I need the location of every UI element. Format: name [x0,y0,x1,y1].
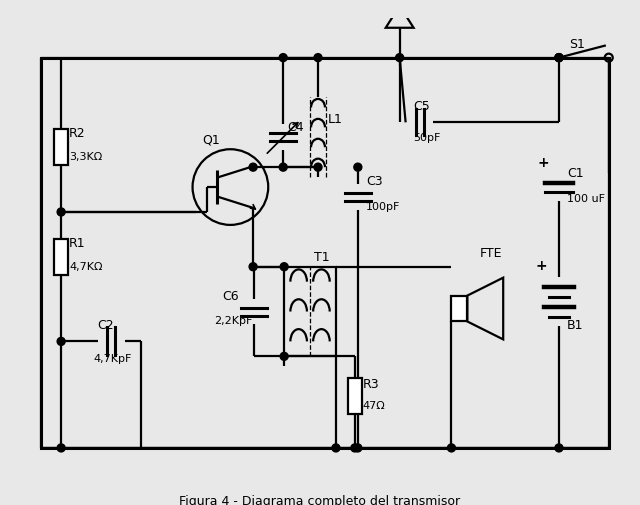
Text: L1: L1 [328,113,343,126]
Text: C1: C1 [567,167,584,180]
Circle shape [354,164,362,172]
Text: 3,3KΩ: 3,3KΩ [69,152,102,162]
Circle shape [354,444,362,452]
Text: R2: R2 [69,127,86,140]
Text: C6: C6 [223,289,239,302]
Bar [41,59,609,448]
Text: S1: S1 [569,37,585,50]
Circle shape [279,55,287,63]
Text: +: + [537,156,548,170]
Circle shape [249,263,257,271]
Circle shape [279,164,287,172]
Text: 100pF: 100pF [366,201,400,212]
Circle shape [280,263,288,271]
Bar [348,378,362,414]
Text: 100 uF: 100 uF [567,193,605,204]
Bar [54,239,68,275]
Circle shape [57,444,65,452]
Circle shape [314,164,322,172]
Text: T1: T1 [314,250,330,263]
Text: Q1: Q1 [202,133,220,146]
Circle shape [555,444,563,452]
Text: C4: C4 [287,121,304,134]
Text: 2,2KpF: 2,2KpF [214,316,253,326]
Text: 4,7KΩ: 4,7KΩ [69,261,102,271]
Circle shape [332,444,340,452]
Circle shape [314,55,322,63]
Circle shape [249,164,257,172]
Text: 50pF: 50pF [413,133,441,143]
Circle shape [555,55,563,63]
Circle shape [555,55,563,63]
Circle shape [396,55,404,63]
Circle shape [57,338,65,346]
Bar [451,296,467,322]
Text: R3: R3 [363,377,380,390]
Bar [284,267,336,357]
Text: C5: C5 [413,100,430,113]
Text: C3: C3 [366,175,383,188]
Circle shape [555,55,563,63]
Text: B1: B1 [567,319,584,332]
Text: R1: R1 [69,236,86,249]
Text: Figura 4 - Diagrama completo del transmisor: Figura 4 - Diagrama completo del transmi… [179,494,461,505]
Circle shape [280,352,288,361]
Text: 47Ω: 47Ω [363,400,385,410]
Text: 4,7KpF: 4,7KpF [93,354,131,364]
Circle shape [57,209,65,217]
Circle shape [351,444,359,452]
Circle shape [447,444,456,452]
Bar [54,130,68,166]
Text: C2: C2 [97,319,113,332]
Text: +: + [535,258,547,272]
Text: FTE: FTE [479,246,502,259]
